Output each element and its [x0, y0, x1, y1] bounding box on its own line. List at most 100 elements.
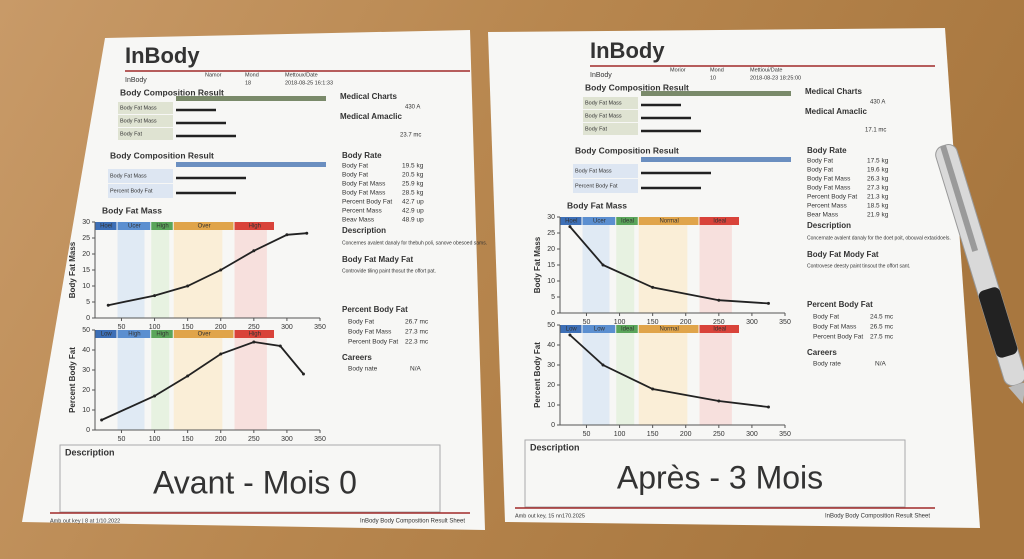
label: Body Composition Result — [120, 87, 224, 97]
label: 17.5 kg — [867, 158, 889, 165]
label: Medical Charts — [340, 92, 397, 101]
label: Percent Body Fat — [348, 339, 398, 346]
point — [568, 225, 572, 229]
y-tick-label: 10 — [82, 283, 90, 290]
label: Body Composition Result — [575, 145, 679, 155]
band-head — [560, 325, 582, 333]
label: Amb out key, 15 nn170.2025 — [515, 513, 585, 519]
label: Body Fat — [807, 167, 833, 174]
label: Percent Mass — [807, 203, 847, 210]
band — [234, 338, 267, 430]
label: Controvese deesty paint tinsout the offo… — [807, 263, 910, 269]
x-tick-label: 200 — [680, 431, 692, 438]
y-tick-label: 10 — [547, 402, 555, 409]
label: 26.5 mc — [870, 324, 894, 331]
caption: Après - 3 Mois — [617, 459, 823, 495]
label: Ucer — [593, 219, 606, 225]
label: Percent Body Fat — [575, 183, 618, 189]
y-axis-label: Body Fat Mass — [533, 236, 542, 293]
band — [699, 333, 732, 425]
point — [100, 418, 104, 422]
row-box — [583, 123, 638, 135]
band-head — [641, 91, 791, 96]
x-tick-label: 100 — [149, 436, 161, 443]
y-tick-label: 40 — [82, 347, 90, 354]
x-tick-label: 300 — [746, 431, 758, 438]
y-tick-label: 40 — [547, 342, 555, 349]
description-box — [59, 444, 441, 513]
x-tick-label: 350 — [779, 319, 791, 326]
label: Body nate — [348, 366, 378, 373]
band-head — [638, 217, 699, 225]
x-tick-label: 50 — [583, 431, 591, 438]
label: 26.3 kg — [867, 176, 889, 183]
label: High — [156, 224, 168, 230]
y-axis-label: Percent Body Fat — [68, 347, 77, 413]
label: Beav Mass — [342, 217, 375, 224]
x-tick-label: 100 — [614, 319, 626, 326]
label: 27.3 mc — [405, 329, 429, 336]
label: 27.5 mc — [870, 334, 894, 341]
point — [278, 344, 282, 348]
band-head — [173, 330, 234, 338]
label: Body Composition Result — [110, 150, 214, 160]
label: Body Rate — [807, 146, 847, 155]
band-head — [641, 157, 791, 162]
label: Body Fat Mass — [102, 205, 162, 215]
y-tick-label: 10 — [547, 278, 555, 285]
y-tick-label: 5 — [551, 294, 555, 301]
y-tick-label: 15 — [547, 262, 555, 269]
label: Body Fat — [813, 314, 839, 321]
band — [117, 338, 145, 430]
label: Body Fat Mody Fat — [807, 250, 879, 259]
row-box — [118, 128, 173, 140]
band-head — [582, 325, 616, 333]
point — [717, 298, 721, 302]
band-head — [95, 222, 117, 230]
band — [616, 333, 635, 425]
band — [638, 333, 688, 425]
band-head — [234, 222, 274, 230]
label: 23.7 mc — [400, 133, 421, 139]
label: N/A — [410, 366, 422, 373]
x-tick-label: 300 — [281, 324, 293, 331]
y-tick-label: 20 — [547, 382, 555, 389]
point — [601, 363, 605, 367]
point — [301, 372, 305, 376]
row-box — [108, 184, 173, 198]
label: 20.5 kg — [402, 172, 424, 179]
y-tick-label: 15 — [82, 267, 90, 274]
label: 2018-08-23 18:25:00 — [750, 75, 801, 81]
y-tick-label: 30 — [547, 214, 555, 221]
label: Careers — [807, 348, 837, 357]
band-head — [234, 330, 274, 338]
label: Bear Mass — [807, 212, 839, 219]
y-tick-label: 0 — [551, 422, 555, 429]
band-head — [95, 330, 117, 338]
row-box — [108, 169, 173, 183]
sheet-right — [488, 28, 980, 528]
band-head — [699, 325, 739, 333]
label: InBody — [590, 72, 612, 79]
label: 21.9 kg — [867, 212, 889, 219]
point — [186, 284, 190, 288]
logo: InBody — [125, 43, 200, 68]
label: 27.3 kg — [867, 185, 889, 192]
label: Mond — [710, 67, 724, 73]
point — [153, 294, 157, 298]
label: Percent Body Fat — [807, 194, 857, 201]
label: Body rate — [813, 361, 841, 368]
label: Body Fat — [585, 126, 607, 132]
point — [106, 303, 110, 307]
label: 430 A — [870, 100, 885, 106]
label: Body Fat — [348, 319, 374, 326]
label: Over — [198, 224, 211, 230]
label: 19.5 kg — [402, 163, 424, 170]
label: Percent Body Fat — [342, 199, 392, 206]
label: 18.5 kg — [867, 203, 889, 210]
x-tick-label: 100 — [614, 431, 626, 438]
pen — [935, 144, 1024, 404]
point — [766, 405, 770, 409]
label: Body Rate — [342, 151, 382, 160]
band-head — [176, 96, 326, 101]
